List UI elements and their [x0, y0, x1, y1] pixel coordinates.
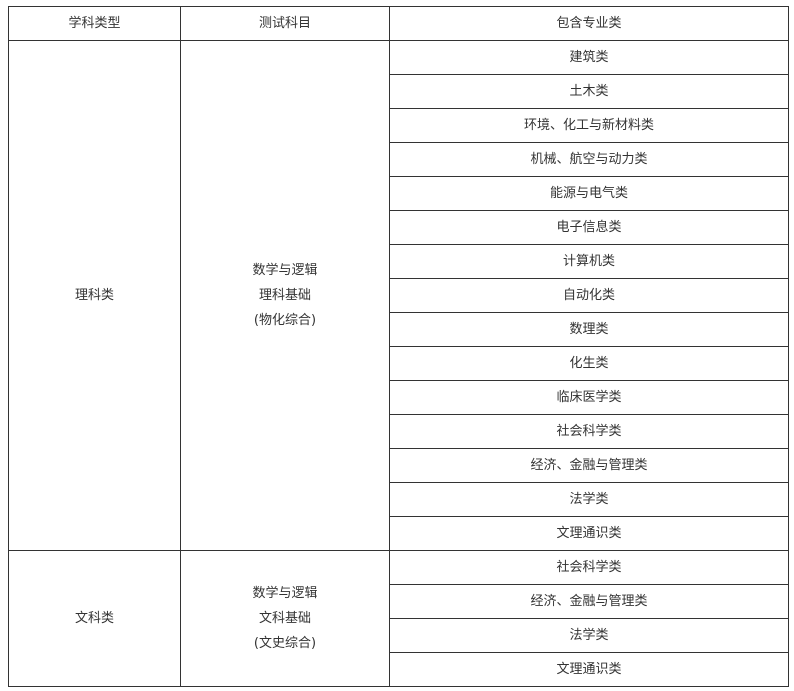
major-cell: 计算机类 — [389, 244, 789, 279]
major-cell: 土木类 — [389, 74, 789, 109]
table-row: 环境、化工与新材料类 — [9, 108, 789, 143]
table-row: 文理通识类 — [9, 516, 789, 551]
header-majors: 包含专业类 — [389, 6, 789, 41]
major-cell: 自动化类 — [389, 278, 789, 313]
header-row: 学科类型 测试科目 包含专业类 — [8, 6, 789, 41]
test-subjects-cell: 数学与逻辑文科基础 (文史综合) — [180, 550, 390, 687]
major-cell: 法学类 — [389, 618, 789, 653]
major-cell: 经济、金融与管理类 — [389, 584, 789, 619]
table-row: 临床医学类 — [9, 380, 789, 415]
major-cell: 法学类 — [389, 482, 789, 517]
major-cell: 数理类 — [389, 312, 789, 347]
table-row: 土木类 — [9, 74, 789, 109]
major-cell: 文理通识类 — [389, 516, 789, 551]
test-subject: 数学与逻辑 — [252, 586, 318, 601]
table-row: 能源与电气类 — [9, 176, 789, 211]
major-cell: 机械、航空与动力类 — [389, 142, 789, 177]
table-row: 计算机类 — [9, 244, 789, 279]
major-cell: 电子信息类 — [389, 210, 789, 245]
table-row: 文理通识类 — [9, 652, 789, 687]
major-cell: 化生类 — [389, 346, 789, 381]
subject-type-cell: 理科类 — [8, 40, 181, 551]
major-cell: 环境、化工与新材料类 — [389, 108, 789, 143]
test-subject: (文史综合) — [253, 636, 317, 651]
header-subject-type: 学科类型 — [8, 6, 181, 41]
major-cell: 建筑类 — [389, 40, 789, 75]
table-row: 数理类 — [9, 312, 789, 347]
test-subject: (物化综合) — [253, 313, 317, 328]
subject-type-cell: 文科类 — [8, 550, 181, 687]
major-cell: 经济、金融与管理类 — [389, 448, 789, 483]
test-subject: 文科基础 — [258, 611, 311, 626]
header-test-subjects: 测试科目 — [180, 6, 390, 41]
subject-table: 学科类型 测试科目 包含专业类 理科类 数学与逻辑 理科基础 (物化综合) 建筑类 土木类… — [8, 6, 789, 687]
test-subjects-cell: 数学与逻辑理科基础 (物化综合) — [180, 40, 390, 551]
table-row: 经济、金融与管理类 — [9, 584, 789, 619]
major-cell: 临床医学类 — [389, 380, 789, 415]
table-row: 法学类 — [9, 482, 789, 517]
test-subject: 理科基础 — [258, 288, 311, 303]
table-row: 经济、金融与管理类 — [9, 448, 789, 483]
major-cell: 社会科学类 — [389, 414, 789, 449]
major-cell: 能源与电气类 — [389, 176, 789, 211]
table-row: 社会科学类 — [9, 414, 789, 449]
major-cell: 社会科学类 — [389, 550, 789, 585]
major-cell: 文理通识类 — [389, 652, 789, 687]
table-row: 自动化类 — [9, 278, 789, 313]
table-row: 文科类 数学与逻辑文科基础 (文史综合) 社会科学类 — [8, 550, 789, 687]
test-subject: 数学与逻辑 — [252, 263, 318, 278]
table-row: 理科类 数学与逻辑理科基础 (物化综合) 建筑类 — [8, 40, 789, 551]
table-row: 化生类 — [9, 346, 789, 381]
